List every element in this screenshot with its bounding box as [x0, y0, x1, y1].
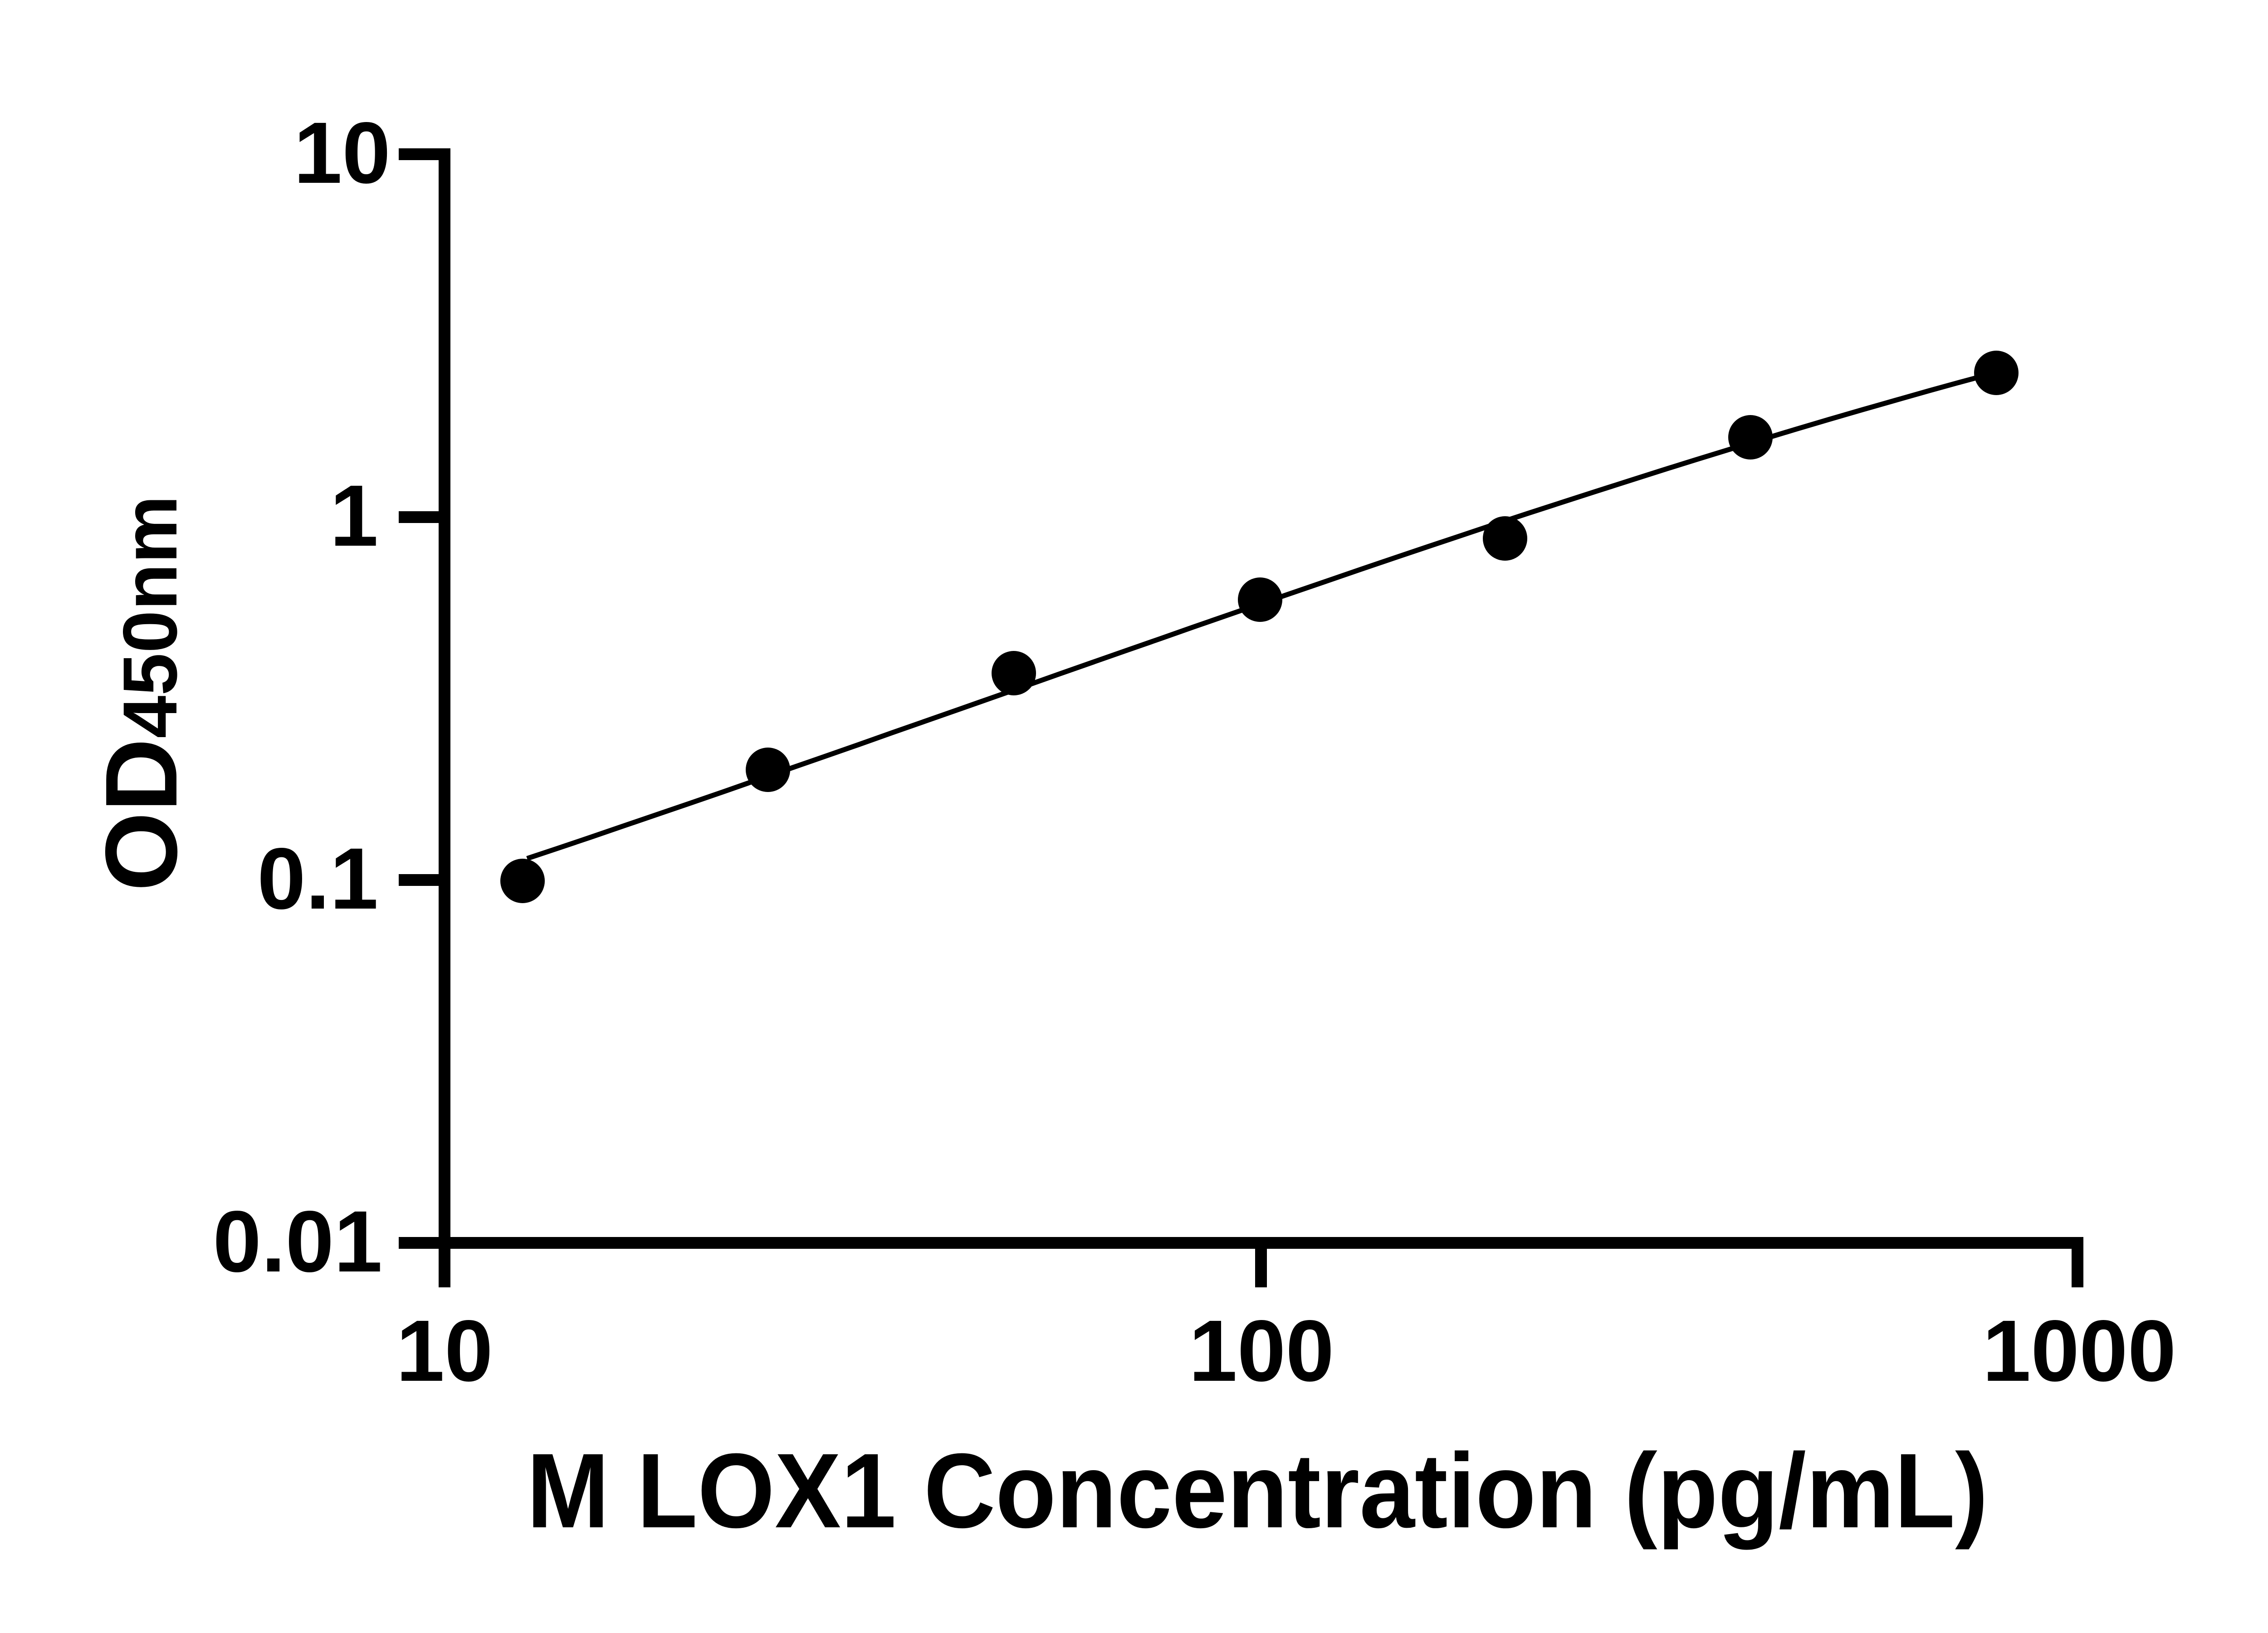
svg-text:10: 10 — [293, 104, 391, 201]
svg-text:1000: 1000 — [1982, 1302, 2176, 1399]
svg-text:1: 1 — [330, 467, 378, 564]
svg-text:OD450nm: OD450nm — [84, 495, 198, 891]
svg-text:0.01: 0.01 — [213, 1193, 382, 1290]
svg-text:10: 10 — [396, 1302, 493, 1399]
svg-text:M LOX1 Concentration (pg/mL): M LOX1 Concentration (pg/mL) — [527, 1431, 1988, 1550]
svg-text:100: 100 — [1189, 1302, 1334, 1399]
svg-text:0.1: 0.1 — [257, 830, 378, 927]
